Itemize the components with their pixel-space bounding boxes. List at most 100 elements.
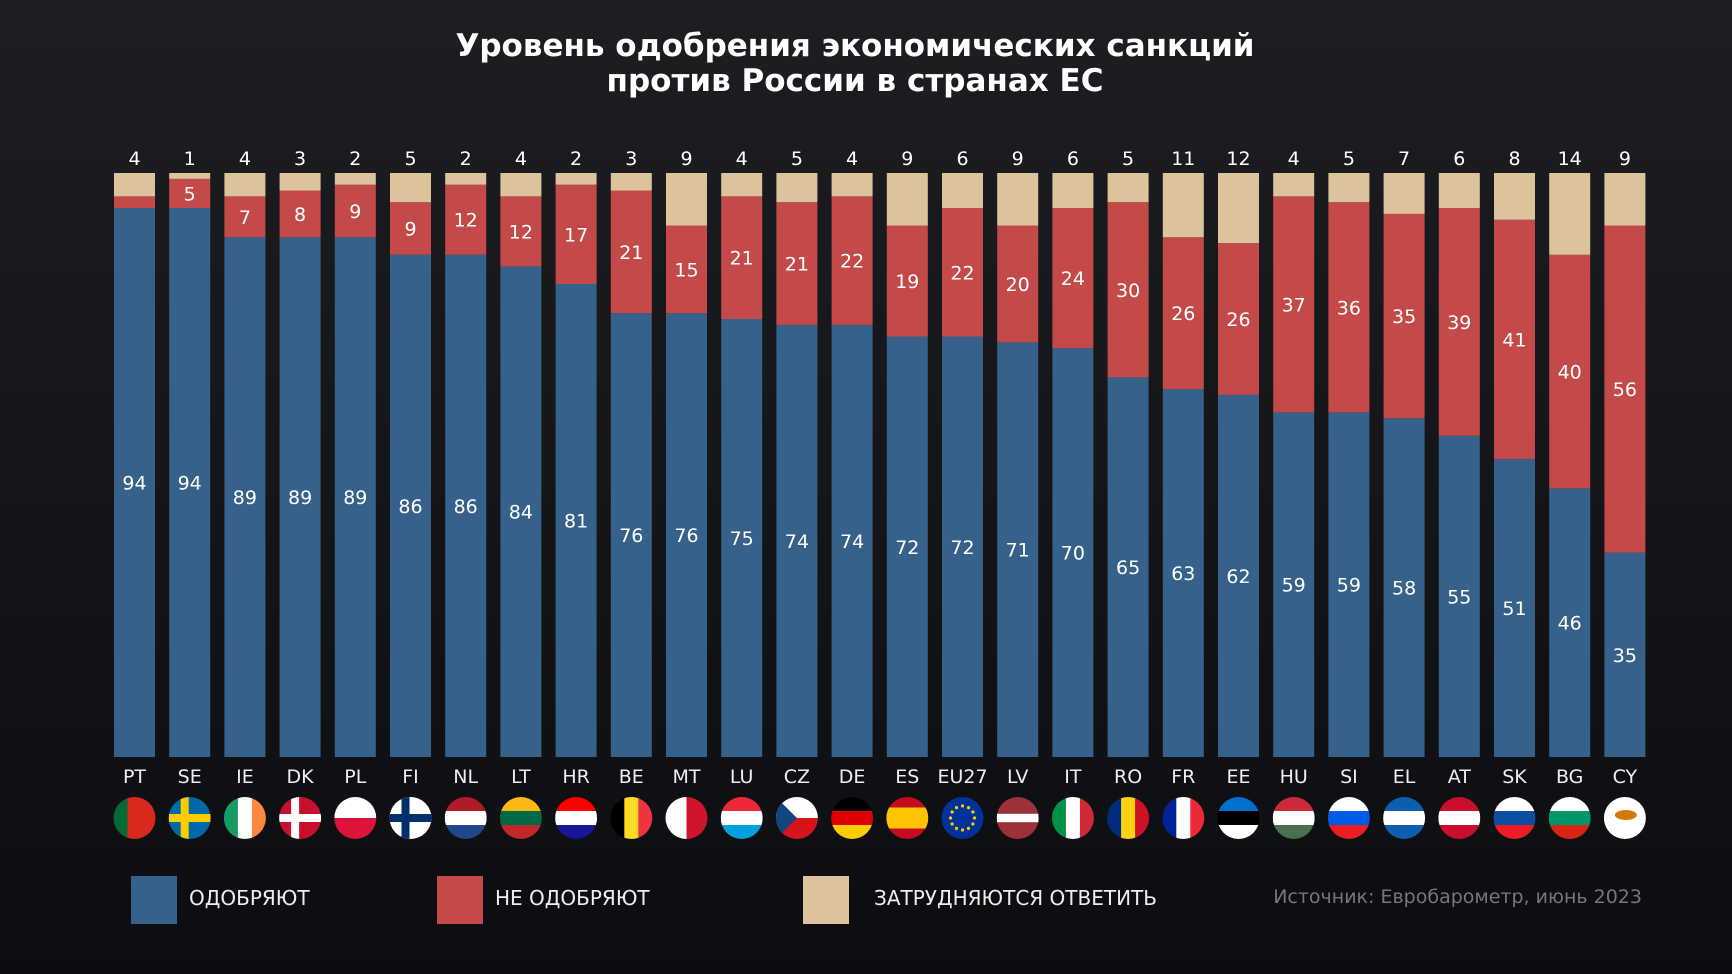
bar-FI-approve (390, 254, 431, 757)
bar-NL-disapprove (445, 184, 487, 255)
flag-icon-LU (720, 797, 763, 839)
flag-icon-DK (279, 797, 322, 839)
flag-icon-HR (555, 797, 598, 839)
flag-icon-EU27 (941, 797, 984, 839)
bar-SK-undecided (1494, 173, 1535, 220)
data-label-ES-undecided: 9 (901, 148, 913, 170)
legend-label-undecided: ЗАТРУДНЯЮТСЯ ОТВЕТИТЬ (874, 886, 1157, 910)
bar-LU-undecided (721, 173, 763, 197)
data-label-FI-undecided: 5 (404, 148, 416, 170)
bar-HR-undecided (555, 173, 597, 185)
chart-title-line1: Уровень одобрения экономических санкций (455, 28, 1255, 64)
chart-title-line2: против России в странах ЕС (606, 63, 1104, 99)
data-label-EE-disapprove: 26 (1226, 309, 1250, 331)
data-label-RO-disapprove: 30 (1116, 280, 1140, 302)
bar-AT-approve (1438, 435, 1480, 757)
bar-DE-disapprove (831, 196, 873, 325)
bar-CZ-approve (776, 324, 818, 757)
data-label-DK-approve: 89 (288, 487, 312, 509)
data-label-CZ-disapprove: 21 (785, 254, 809, 276)
bar-EL-approve (1383, 418, 1425, 757)
legend-swatch-undecided (803, 876, 849, 924)
data-label-EU27-approve: 72 (950, 537, 974, 559)
bar-FR-disapprove (1162, 237, 1204, 390)
category-label-MT: MT (673, 766, 701, 788)
bar-DE-undecided (831, 173, 873, 197)
data-label-HU-undecided: 4 (1288, 148, 1300, 170)
data-label-CY-approve: 35 (1613, 645, 1637, 667)
data-label-SK-approve: 51 (1502, 598, 1526, 620)
flag-icon-LV (996, 797, 1039, 839)
data-label-EU27-disapprove: 22 (950, 262, 974, 284)
bar-PL-disapprove (334, 184, 376, 238)
data-label-DE-approve: 74 (840, 531, 864, 553)
bar-EL-disapprove (1383, 213, 1425, 419)
category-label-LU: LU (730, 766, 754, 788)
bar-CY-disapprove (1604, 225, 1646, 553)
bar-HU-undecided (1273, 173, 1315, 197)
bar-IE-approve (224, 237, 266, 758)
bar-SK-disapprove (1494, 219, 1535, 460)
flag-icon-SK (1493, 797, 1536, 839)
data-label-HR-undecided: 2 (570, 148, 582, 170)
bar-PL-undecided (334, 173, 376, 185)
data-label-AT-undecided: 6 (1453, 148, 1465, 170)
flag-icon-RO (1107, 797, 1150, 839)
bar-EE-approve (1218, 394, 1259, 757)
bar-EL-undecided (1383, 173, 1425, 214)
data-label-SI-undecided: 5 (1343, 148, 1355, 170)
data-label-EL-approve: 58 (1392, 578, 1416, 600)
category-label-BE: BE (619, 766, 644, 788)
bar-LV-approve (997, 342, 1039, 757)
data-label-LV-approve: 71 (1006, 540, 1030, 562)
data-label-LT-undecided: 4 (515, 148, 527, 170)
bar-ES-undecided (886, 173, 928, 226)
data-label-FI-disapprove: 9 (404, 218, 416, 240)
data-label-BE-undecided: 3 (625, 148, 637, 170)
flag-icon-EE (1217, 797, 1260, 839)
bar-DK-disapprove (279, 190, 321, 238)
data-label-FI-approve: 86 (398, 496, 422, 518)
bar-DK-undecided (279, 173, 321, 191)
data-label-LU-approve: 75 (730, 528, 754, 550)
bar-ES-approve (886, 336, 928, 757)
bar-RO-approve (1107, 377, 1149, 757)
data-label-SE-undecided: 1 (184, 148, 196, 170)
data-label-HU-disapprove: 37 (1282, 294, 1306, 316)
data-label-IE-undecided: 4 (239, 148, 251, 170)
legend-swatch-approve (131, 876, 177, 924)
data-label-CZ-approve: 74 (785, 531, 809, 553)
legend-swatch-disapprove (437, 876, 483, 924)
bar-SI-disapprove (1328, 202, 1370, 413)
data-label-EU27-undecided: 6 (956, 148, 968, 170)
flag-icon-CZ (775, 797, 818, 839)
data-label-BE-approve: 76 (619, 525, 643, 547)
bar-FI-undecided (390, 173, 431, 203)
data-label-BE-disapprove: 21 (619, 242, 643, 264)
bar-NL-undecided (445, 173, 487, 185)
data-label-CZ-undecided: 5 (791, 148, 803, 170)
data-label-EL-disapprove: 35 (1392, 306, 1416, 328)
data-label-EL-undecided: 7 (1398, 148, 1410, 170)
bar-EE-disapprove (1218, 243, 1259, 395)
data-label-BG-approve: 46 (1558, 613, 1582, 635)
bar-PT-disapprove (114, 196, 155, 209)
bar-SI-undecided (1328, 173, 1370, 203)
category-label-RO: RO (1114, 766, 1142, 788)
data-label-FR-disapprove: 26 (1171, 303, 1195, 325)
bar-NL-approve (445, 254, 487, 757)
flag-icon-PL (334, 797, 377, 839)
bar-FI-disapprove (390, 202, 431, 255)
legend-label-disapprove: НЕ ОДОБРЯЮТ (495, 886, 650, 910)
bar-LV-disapprove (997, 225, 1039, 343)
bar-HU-approve (1273, 412, 1315, 757)
category-label-LT: LT (511, 766, 531, 788)
source-note: Источник: Евробарометр, июнь 2023 (1273, 886, 1642, 908)
bar-BE-disapprove (610, 190, 652, 314)
flag-icon-DE (831, 797, 874, 839)
category-label-SE: SE (178, 766, 202, 788)
data-label-FR-approve: 63 (1171, 563, 1195, 585)
data-label-LU-disapprove: 21 (730, 248, 754, 270)
data-label-HR-disapprove: 17 (564, 224, 588, 246)
flag-icon-BG (1548, 797, 1591, 839)
